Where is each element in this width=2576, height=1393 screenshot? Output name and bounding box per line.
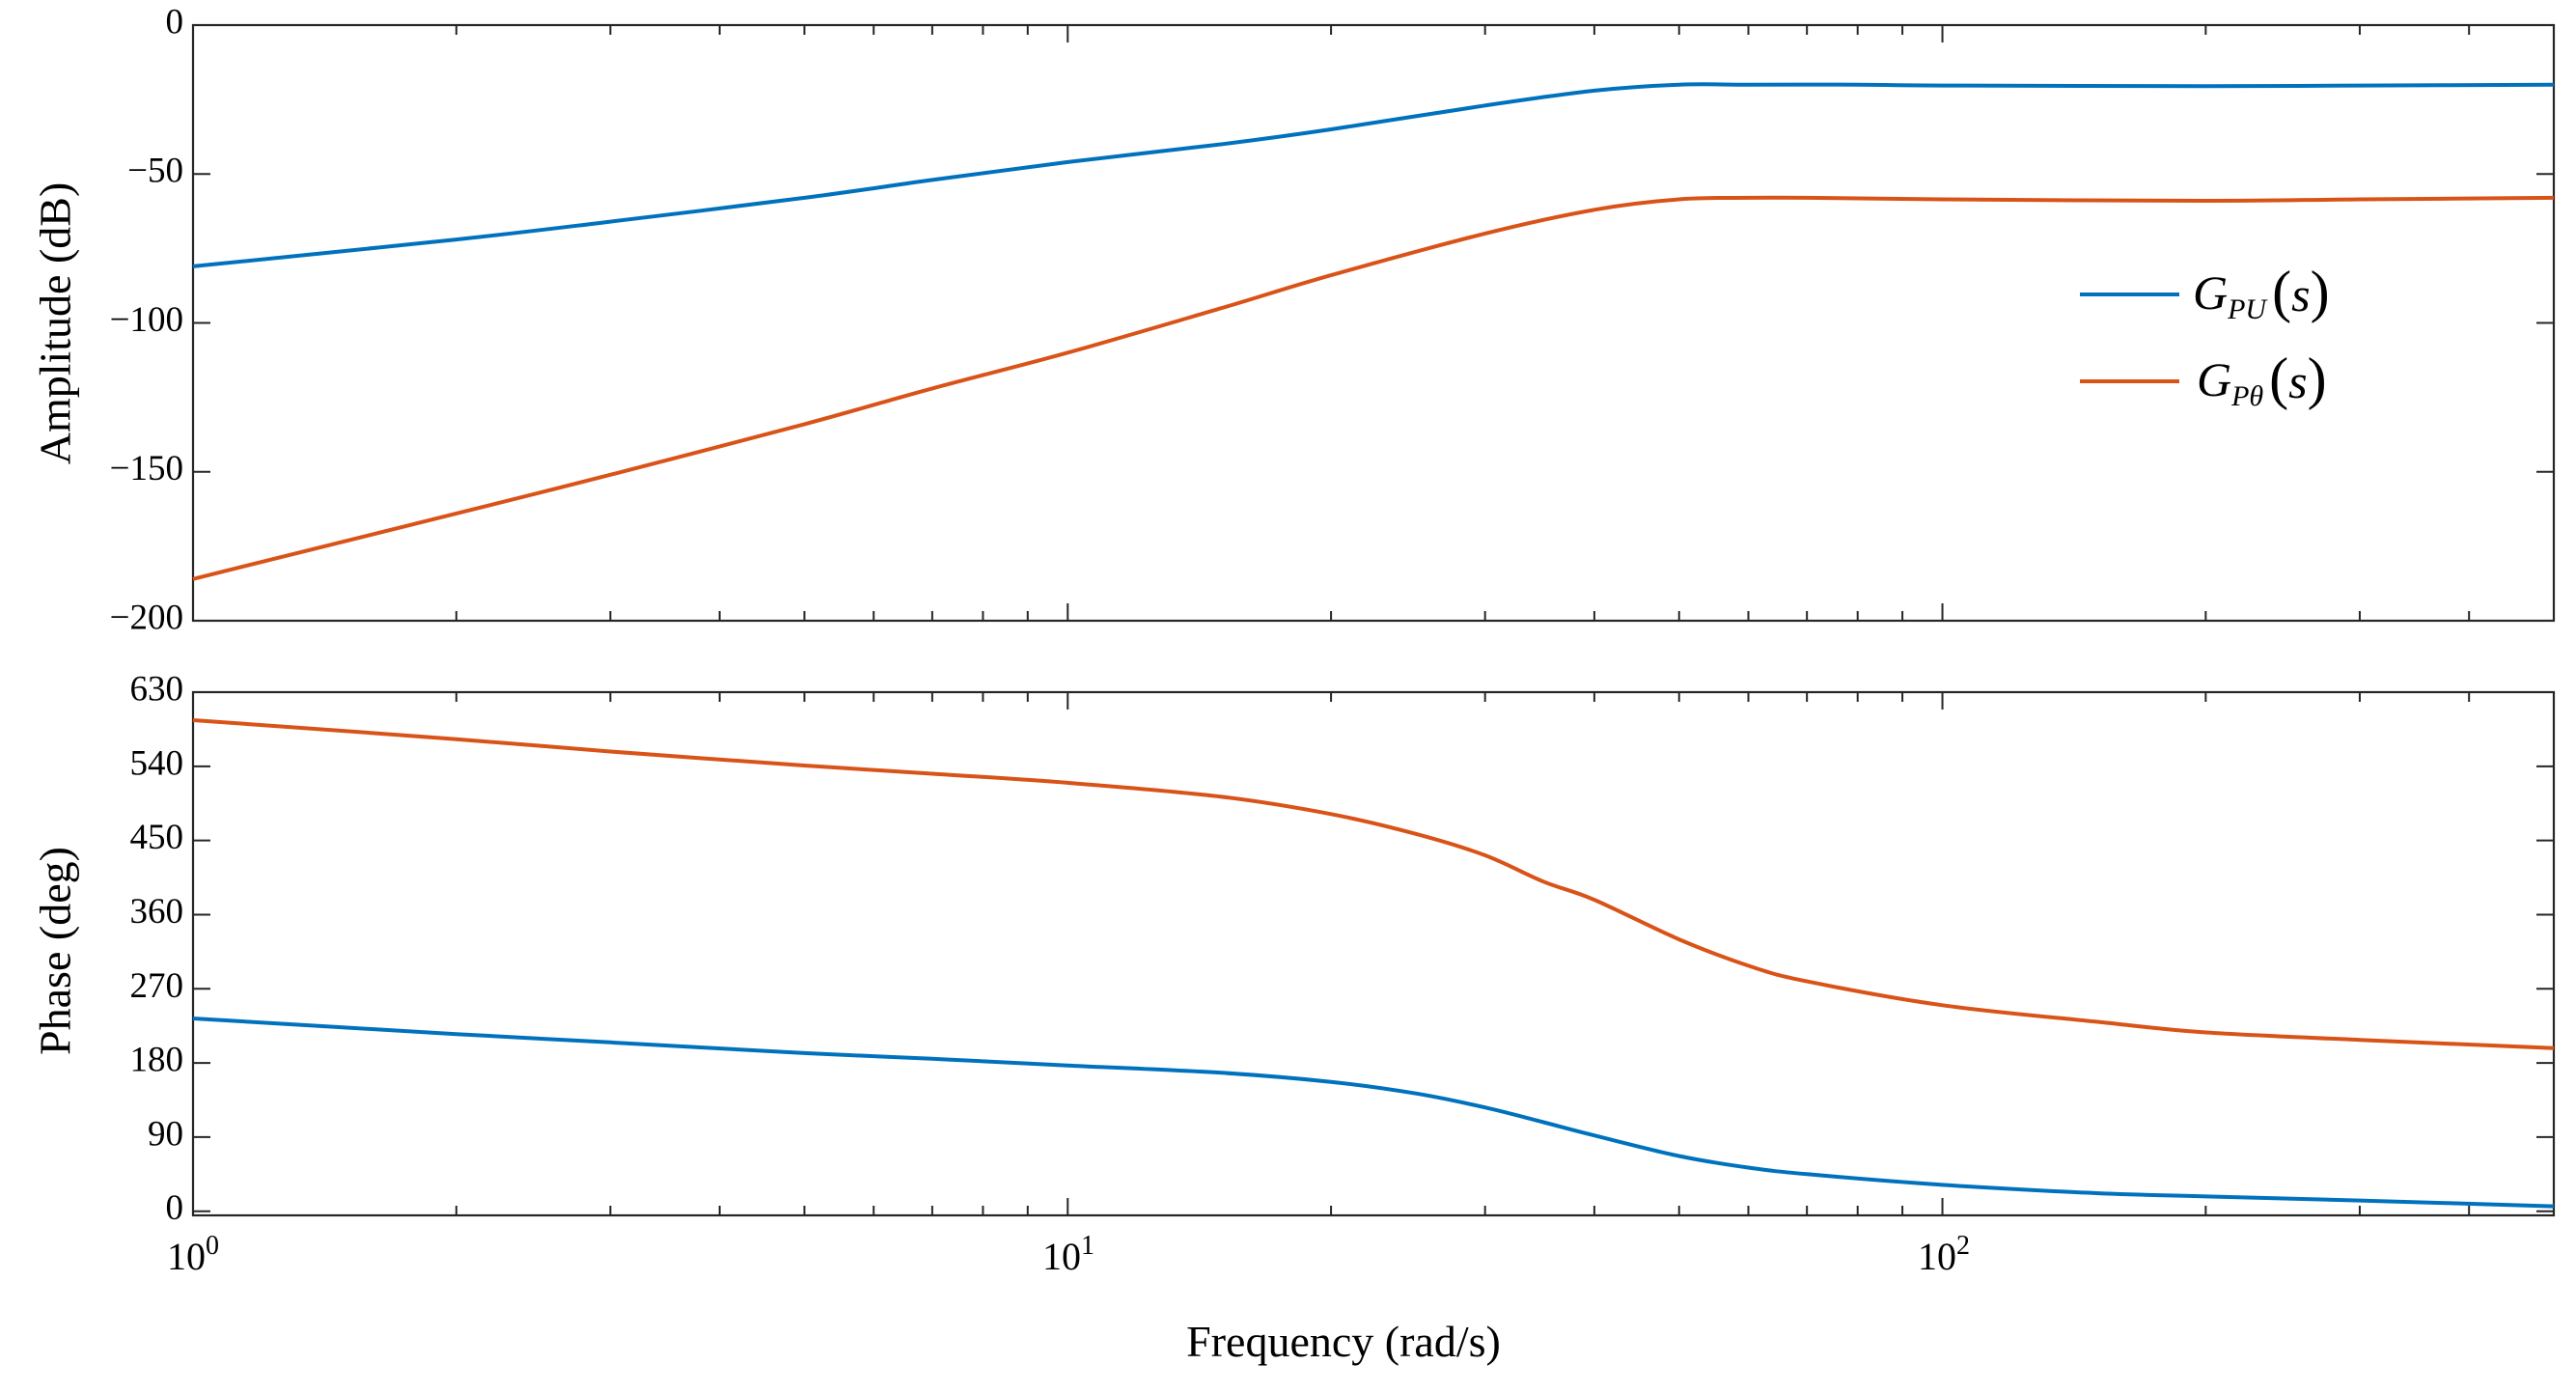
phase-y-tick-label: 90 bbox=[148, 1114, 183, 1154]
amplitude-y-tick-label: −200 bbox=[110, 598, 183, 637]
x-tick-label-10e2: 102 bbox=[1918, 1231, 1970, 1278]
phase-series-gptheta bbox=[192, 718, 2555, 1050]
phase-y-tick-label: 270 bbox=[130, 966, 184, 1006]
amplitude-y-tick-label: −100 bbox=[110, 300, 183, 340]
phase-lines bbox=[192, 718, 2555, 1209]
amplitude-y-tick-label: −50 bbox=[127, 152, 183, 191]
amplitude-frame bbox=[191, 23, 2556, 623]
amplitude-series-gptheta bbox=[192, 195, 2555, 581]
phase-y-tick-label: 630 bbox=[130, 669, 184, 709]
phase-x-ticks bbox=[192, 692, 2555, 1215]
amplitude-y-label: Amplitude (dB) bbox=[31, 182, 80, 465]
amplitude-series-gpu bbox=[192, 82, 2555, 268]
x-tick-label-10e1: 101 bbox=[1042, 1231, 1094, 1278]
phase-y-tick-label: 180 bbox=[130, 1041, 184, 1080]
phase-y-tick-label: 360 bbox=[130, 892, 184, 932]
phase-frame bbox=[191, 690, 2556, 1217]
legend: GPU (s) GPθ (s) bbox=[2080, 260, 2330, 412]
amplitude-y-tick-label: 0 bbox=[166, 2, 184, 42]
amplitude-lines bbox=[192, 82, 2555, 581]
phase-series-gpu bbox=[192, 1017, 2555, 1209]
phase-panel: 0 90 180 270 360 450 540 630 Phase (deg) bbox=[31, 669, 2556, 1228]
amplitude-x-ticks bbox=[192, 25, 2555, 621]
amplitude-panel: 0 −50 −100 −150 −200 Amplitude (dB) bbox=[31, 2, 2556, 637]
legend-label-gpu: GPU (s) bbox=[2193, 260, 2330, 325]
phase-y-label: Phase (deg) bbox=[31, 847, 80, 1055]
phase-y-tick-label: 0 bbox=[166, 1188, 184, 1228]
phase-y-tick-label: 540 bbox=[130, 743, 184, 783]
x-tick-label-10e0: 100 bbox=[167, 1231, 219, 1278]
legend-label-gptheta: GPθ (s) bbox=[2197, 347, 2327, 412]
phase-y-tick-label: 450 bbox=[130, 818, 184, 857]
x-tick-labels: 100 101 102 bbox=[167, 1231, 1970, 1278]
amplitude-y-tick-label: −150 bbox=[110, 449, 183, 488]
amplitude-y-ticks: 0 −50 −100 −150 −200 bbox=[110, 2, 2554, 637]
phase-y-ticks: 0 90 180 270 360 450 540 630 bbox=[130, 669, 2554, 1228]
x-axis-label: Frequency (rad/s) bbox=[1186, 1317, 1501, 1366]
